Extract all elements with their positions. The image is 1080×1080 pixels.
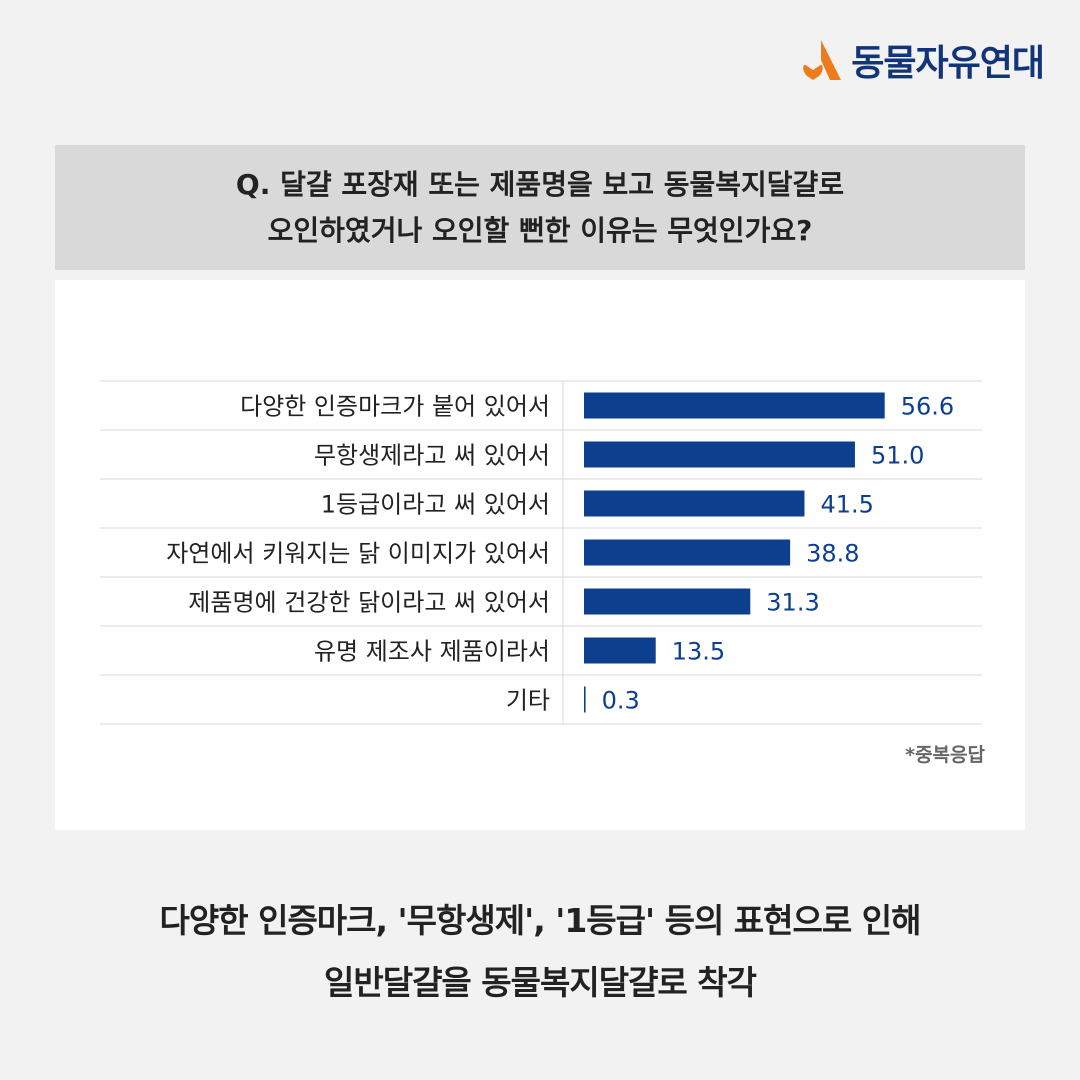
bar-chart: 다양한 인증마크가 붙어 있어서 56.6 무항생제라고 써 있어서 51.0 1등급이… (100, 380, 982, 725)
category-label: 기타 (506, 687, 550, 715)
category-label: 유명 제조사 제품이라서 (314, 638, 550, 666)
chart-card: 다양한 인증마크가 붙어 있어서 56.6 무항생제라고 써 있어서 51.0 1등급이… (55, 280, 1025, 830)
data-bar (584, 392, 885, 419)
conclusion: 다양한 인증마크, '무항생제', '1등급' 등의 표현으로 인해 일반달걀을… (0, 890, 1080, 1014)
multiple-response-note: *중복응답 (905, 744, 985, 766)
data-bar (584, 539, 791, 566)
data-label: 38.8 (806, 540, 859, 568)
data-bar (584, 588, 751, 615)
data-bar (584, 686, 586, 713)
data-label: 13.5 (672, 638, 725, 666)
data-bar (584, 441, 855, 468)
category-label: 자연에서 키워지는 닭 이미지가 있어서 (166, 540, 550, 568)
brand-mark-icon (803, 40, 842, 80)
conclusion-line-2: 일반달걀을 동물복지달걀로 착각 (323, 963, 757, 1002)
question-box: Q. 달걀 포장재 또는 제품명을 보고 동물복지달걀로 오인하였거나 오인할 … (55, 145, 1025, 270)
data-label: 41.5 (820, 491, 873, 519)
brand-name: 동물자유연대 (851, 43, 1045, 84)
category-label: 제품명에 건강한 닭이라고 써 있어서 (188, 589, 550, 617)
category-label: 다양한 인증마크가 붙어 있어서 (240, 393, 550, 421)
conclusion-line-1: 다양한 인증마크, '무항생제', '1등급' 등의 표현으로 인해 (159, 901, 922, 940)
question-line-2: 오인하였거나 오인할 뻔한 이유는 무엇인가요? (267, 213, 813, 247)
data-label: 0.3 (602, 687, 640, 715)
question-line-1: Q. 달걀 포장재 또는 제품명을 보고 동물복지달걀로 (235, 167, 845, 201)
data-label: 31.3 (766, 589, 819, 617)
data-bar (584, 490, 805, 517)
brand-logo: 동물자유연대 (797, 34, 1045, 86)
category-label: 무항생제라고 써 있어서 (314, 442, 550, 470)
data-bar (584, 637, 656, 664)
data-label: 56.6 (901, 393, 954, 421)
category-label: 1등급이라고 써 있어서 (321, 491, 550, 519)
data-label: 51.0 (871, 442, 924, 470)
